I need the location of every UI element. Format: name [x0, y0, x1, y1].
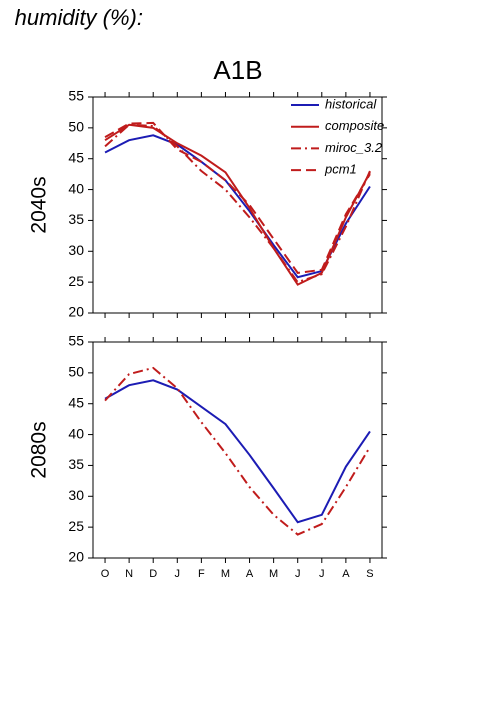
y-tick-label: 20	[68, 304, 84, 320]
x-tick-label: D	[149, 568, 157, 580]
legend-label: miroc_3.2	[325, 140, 383, 155]
series-line	[104, 121, 371, 274]
y-tick-label: 30	[68, 242, 84, 258]
y-tick-label: 25	[68, 518, 84, 534]
y-tick-label: 40	[68, 180, 84, 196]
x-tick-label: J	[295, 568, 301, 580]
x-tick-label: N	[125, 568, 133, 580]
y-tick-label: 45	[68, 394, 84, 410]
x-tick-label: M	[221, 568, 230, 580]
y-tick-label: 25	[68, 273, 84, 289]
series-line	[104, 366, 371, 536]
y-axis-label: 2080s	[28, 421, 51, 478]
legend-label: pcm1	[324, 162, 357, 177]
x-tick-label: O	[101, 568, 110, 580]
series-line	[104, 123, 371, 284]
x-tick-label: A	[342, 568, 350, 580]
series-line	[104, 123, 371, 286]
x-tick-label: J	[175, 568, 181, 580]
x-tick-label: M	[269, 568, 278, 580]
x-tick-label: F	[198, 568, 205, 580]
plot-frame	[92, 96, 383, 314]
x-tick-label: S	[366, 568, 373, 580]
y-tick-label: 50	[68, 364, 84, 380]
series-line	[104, 379, 371, 524]
y-tick-label: 55	[68, 333, 84, 349]
y-axis-label: 2040s	[28, 176, 51, 233]
chart-title: A1B	[213, 55, 262, 85]
y-tick-label: 45	[68, 149, 84, 165]
page-title: humidity (%):	[15, 5, 143, 30]
y-tick-label: 35	[68, 211, 84, 227]
y-tick-label: 30	[68, 487, 84, 503]
plot-frame	[92, 341, 383, 559]
y-tick-label: 20	[68, 549, 84, 565]
x-tick-label: A	[246, 568, 254, 580]
legend-label: composite	[325, 118, 384, 133]
y-tick-label: 50	[68, 119, 84, 135]
y-tick-label: 35	[68, 456, 84, 472]
y-tick-label: 55	[68, 88, 84, 104]
legend-label: historical	[325, 96, 377, 111]
y-tick-label: 40	[68, 425, 84, 441]
x-tick-label: J	[319, 568, 325, 580]
